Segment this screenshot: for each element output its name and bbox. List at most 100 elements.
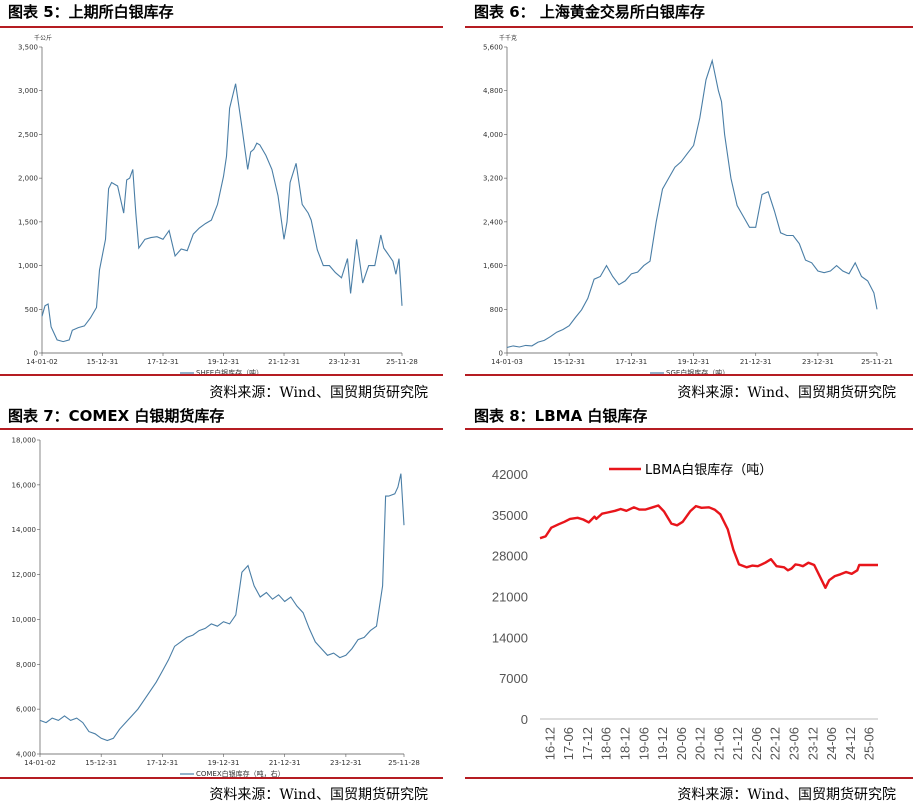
- y-unit-label: 千千克: [499, 34, 517, 42]
- x-tick-label: 15-12-31: [553, 358, 585, 366]
- x-tick-label: 24-06: [824, 727, 839, 760]
- x-tick-label: 23-12: [805, 727, 820, 760]
- legend-label: SGE白银库存（吨）: [666, 368, 729, 377]
- panel-title-8: 图表 8：LBMA 白银库存: [474, 407, 648, 425]
- y-tick-label: 21000: [492, 590, 528, 605]
- x-tick-label: 17-12-31: [146, 759, 178, 767]
- x-tick-label: 19-12-31: [208, 759, 240, 767]
- x-tick-label: 20-12: [693, 727, 708, 760]
- title-rule-6: [465, 26, 913, 28]
- x-tick-label: 21-12: [730, 727, 745, 760]
- y-tick-label: 2,400: [483, 218, 503, 226]
- y-tick-label: 1,500: [18, 218, 38, 226]
- x-tick-label: 15-12-31: [87, 358, 119, 366]
- title-rule-8: [465, 428, 913, 430]
- x-tick-label: 25-11-28: [386, 358, 418, 366]
- x-tick-label: 15-12-31: [85, 759, 117, 767]
- y-unit-label: 千公斤: [34, 34, 52, 42]
- y-tick-label: 14,000: [12, 526, 37, 534]
- x-tick-label: 17-12-31: [147, 358, 179, 366]
- x-tick-label: 14-01-02: [26, 358, 58, 366]
- series-line: [39, 473, 405, 742]
- x-tick-label: 22-12: [768, 727, 783, 760]
- title-rule-5: [0, 26, 443, 28]
- x-tick-label: 21-12-31: [268, 358, 300, 366]
- source-note-6: 资料来源：Wind、国贸期货研究院: [677, 385, 896, 401]
- chart-shfe-silver-inventory: 0 500 1,000 1,500 2,000 2,500 3,000 3,500 14-01-…: [18, 34, 418, 377]
- source-note-5: 资料来源：Wind、国贸期货研究院: [209, 385, 428, 401]
- y-tick-label: 3,200: [483, 175, 503, 183]
- chart-lbma-silver-inventory: 0 7000 14000 21000 28000 35000 42000 16-12 17-06…: [492, 462, 878, 760]
- series-line: [539, 504, 878, 590]
- x-tick-label: 22-06: [749, 727, 764, 760]
- y-tick-label: 18,000: [12, 437, 37, 445]
- x-tick-label: 20-06: [674, 727, 689, 760]
- legend-label: COMEX白银库存（吨，右）: [196, 769, 285, 778]
- source-rule-8: [465, 777, 913, 779]
- chart-comex-silver-inventory: 4,000 6,000 8,000 10,000 12,000 14,000 16,000 1…: [12, 437, 420, 779]
- y-tick-label: 4,000: [16, 751, 36, 759]
- x-tick-label: 19-06: [636, 727, 651, 760]
- x-tick-label: 17-12: [580, 727, 595, 760]
- legend-label: SHFE白银库存（吨）: [196, 368, 263, 377]
- x-tick-label: 14-01-03: [491, 358, 523, 366]
- y-tick-label: 5,600: [483, 44, 503, 52]
- x-tick-label: 23-06: [787, 727, 802, 760]
- panel-title-7: 图表 7：COMEX 白银期货库存: [8, 407, 225, 425]
- y-tick-label: 3,500: [18, 44, 38, 52]
- x-tick-label: 18-06: [599, 727, 614, 760]
- x-tick-label: 17-12-31: [615, 358, 647, 366]
- series-line: [506, 58, 878, 349]
- y-tick-label: 800: [490, 306, 503, 314]
- x-tick-label: 18-12: [618, 727, 633, 760]
- y-tick-label: 0: [521, 712, 528, 727]
- y-tick-label: 16,000: [12, 481, 37, 489]
- y-tick-label: 10,000: [12, 616, 37, 624]
- x-tick-label: 24-12: [843, 727, 858, 760]
- title-rule-7: [0, 428, 443, 430]
- y-tick-label: 12,000: [12, 571, 37, 579]
- legend-label: LBMA白银库存（吨）: [645, 462, 772, 478]
- y-tick-label: 4,000: [483, 131, 503, 139]
- x-tick-label: 23-12-31: [330, 759, 362, 767]
- y-tick-label: 0: [34, 350, 38, 358]
- x-tick-label: 17-06: [561, 727, 576, 760]
- y-tick-label: 3,000: [18, 87, 38, 95]
- y-tick-label: 500: [25, 306, 38, 314]
- y-tick-label: 2,000: [18, 175, 38, 183]
- x-tick-label: 21-06: [711, 727, 726, 760]
- y-tick-label: 7000: [499, 671, 528, 686]
- panel-title-5: 图表 5：上期所白银库存: [8, 3, 174, 21]
- x-tick-label: 19-12-31: [208, 358, 240, 366]
- chart-sge-silver-inventory: 0 800 1,600 2,400 3,200 4,000 4,800 5,600 14-01-…: [483, 34, 893, 377]
- y-tick-label: 0: [499, 350, 503, 358]
- y-tick-label: 1,600: [483, 262, 503, 270]
- panel-title-6: 图表 6： 上海黄金交易所白银库存: [474, 3, 705, 21]
- source-rule-5: [0, 374, 443, 376]
- y-tick-label: 2,500: [18, 131, 38, 139]
- x-tick-label: 23-12-31: [329, 358, 361, 366]
- x-tick-label: 21-12-31: [269, 759, 301, 767]
- y-tick-label: 1,000: [18, 262, 38, 270]
- source-rule-7: [0, 777, 443, 779]
- y-tick-label: 35000: [492, 508, 528, 523]
- x-tick-label: 19-12: [655, 727, 670, 760]
- x-tick-label: 21-12-31: [740, 358, 772, 366]
- y-tick-label: 6,000: [16, 706, 36, 714]
- x-tick-label: 16-12: [542, 727, 557, 760]
- x-tick-label: 23-12-31: [802, 358, 834, 366]
- y-tick-label: 14000: [492, 630, 528, 645]
- series-line: [41, 83, 403, 343]
- x-tick-label: 25-11-21: [861, 358, 893, 366]
- source-rule-6: [465, 374, 913, 376]
- source-note-7: 资料来源：Wind、国贸期货研究院: [209, 787, 428, 803]
- x-tick-label: 14-01-02: [24, 759, 56, 767]
- source-note-8: 资料来源：Wind、国贸期货研究院: [677, 787, 896, 803]
- y-tick-label: 4,800: [483, 87, 503, 95]
- x-tick-label: 19-12-31: [678, 358, 710, 366]
- x-tick-label: 25-11-28: [388, 759, 420, 767]
- y-tick-label: 42000: [492, 467, 528, 482]
- y-tick-label: 8,000: [16, 661, 36, 669]
- y-tick-label: 28000: [492, 549, 528, 564]
- x-tick-label: 25-06: [862, 727, 877, 760]
